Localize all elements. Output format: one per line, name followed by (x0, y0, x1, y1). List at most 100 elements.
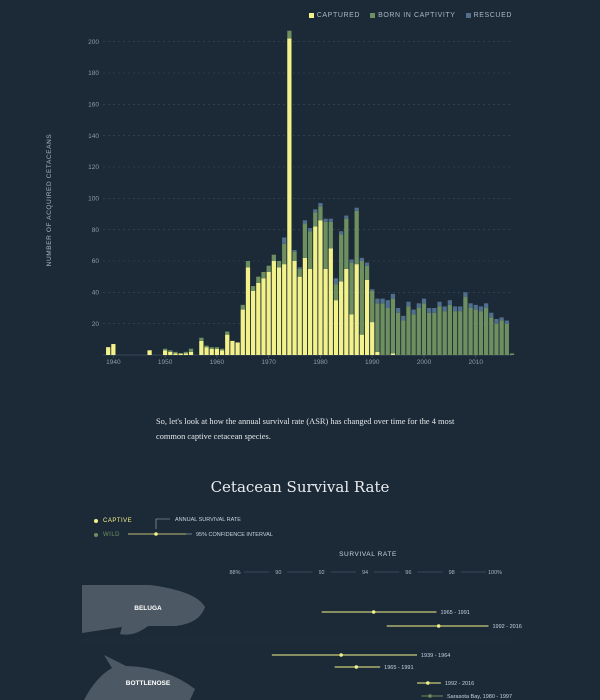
bar-born (349, 262, 354, 315)
bar-captured (168, 351, 173, 355)
intro-paragraph: So, let's look at how the annual surviva… (156, 417, 455, 442)
survival-chart-title: Cetacean Survival Rate (210, 478, 390, 496)
bar-rescued (406, 301, 411, 307)
x-tick-label: 1970 (261, 359, 276, 366)
bar-born (437, 306, 442, 355)
bar-born (287, 30, 292, 39)
bar-rescued (421, 298, 427, 304)
survival-tick-label: 88% (229, 570, 240, 576)
bar-rescued (468, 303, 473, 308)
bar-born (432, 312, 437, 355)
species-label: BELUGA (134, 605, 162, 612)
bar-rescued (313, 209, 318, 213)
species-label: BOTTLENOSE (126, 680, 171, 687)
survival-axis-title: SURVIVAL RATE (339, 551, 397, 558)
bar-born (452, 311, 458, 355)
legend-rescued[interactable]: RESCUED (465, 12, 512, 19)
legend-captured-label: CAPTURED (316, 12, 361, 19)
x-tick-label: 1980 (313, 359, 328, 366)
x-tick-label: 1960 (210, 359, 225, 366)
bar-captured (390, 353, 396, 355)
bar-captured (235, 342, 240, 355)
y-tick-label: 160 (88, 102, 99, 109)
bar-rescued (489, 312, 494, 318)
bar-captured (375, 351, 380, 355)
legend-wild-label: WILD (103, 532, 120, 538)
survival-legend: CAPTIVE WILD (94, 514, 132, 542)
bar-born (390, 298, 396, 354)
bar-captured (204, 347, 209, 355)
bar-captured (323, 268, 328, 355)
bar-born (261, 271, 266, 279)
bar-captured (333, 300, 339, 355)
y-tick-label: 120 (88, 164, 99, 171)
bar-born (307, 231, 313, 269)
legend-wild-row: WILD (94, 528, 132, 542)
bar-born (313, 212, 318, 227)
interval-label: 1992 - 2016 (493, 624, 522, 630)
bar-rescued (370, 289, 375, 291)
bar-rescued (344, 215, 349, 219)
bar-rescued (307, 228, 313, 232)
bar-captured (106, 347, 111, 355)
bar-born (504, 323, 509, 355)
bar-born (219, 348, 225, 351)
bar-born (209, 347, 214, 349)
bar-born (297, 268, 302, 277)
bar-born (509, 353, 515, 355)
bar-born (266, 265, 271, 272)
asr-dot (426, 681, 430, 685)
legend-captured[interactable]: CAPTURED (308, 12, 361, 19)
interval-label: 1939 - 1964 (421, 653, 450, 659)
bar-born (204, 345, 209, 348)
legend-ci-note: 95% CONFIDENCE INTERVAL (196, 532, 273, 538)
bar-rescued (380, 298, 385, 304)
bar-rescued (463, 292, 468, 298)
bar-rescued (282, 237, 287, 244)
survival-chart: ANNUAL SURVIVAL RATE 95% CONFIDENCE INTER… (82, 517, 522, 700)
bar-rescued (339, 231, 344, 235)
bar-born (364, 265, 370, 280)
bar-captured (256, 282, 261, 355)
bar-born (421, 303, 427, 355)
bar-born (395, 312, 401, 355)
bar-born (168, 350, 173, 352)
y-tick-label: 60 (92, 258, 100, 265)
x-tick-label: 1940 (106, 359, 121, 366)
bar-born (458, 311, 463, 355)
bar-rescued (395, 308, 401, 313)
bar-rescued (359, 257, 364, 261)
bar-born (276, 261, 282, 268)
survival-tick-label: 90 (275, 570, 281, 576)
bar-captured (219, 350, 225, 355)
bar-born (333, 284, 339, 301)
bar-born (302, 223, 308, 258)
bar-rescued (390, 293, 396, 299)
survival-tick-label: 92 (319, 570, 325, 576)
asr-dot (428, 694, 432, 698)
bar-captured (266, 271, 271, 355)
y-tick-label: 100 (88, 196, 99, 203)
bar-rescued (473, 304, 478, 310)
bar-captured (209, 348, 214, 355)
bar-born (380, 303, 385, 355)
bar-rescued (364, 262, 370, 266)
bar-born (442, 311, 447, 355)
beluga-silhouette-icon (82, 585, 205, 635)
captured-swatch-icon (308, 13, 314, 18)
bar-captured (225, 334, 230, 355)
bar-captured (163, 350, 168, 355)
legend-rescued-label: RESCUED (473, 12, 512, 19)
bar-born (163, 348, 168, 351)
bar-captured (318, 220, 323, 355)
bar-born (282, 243, 287, 265)
bar-born (199, 337, 204, 341)
legend-born[interactable]: BORN IN CAPTIVITY (370, 12, 456, 19)
bar-born (463, 297, 468, 355)
bar-born (411, 314, 416, 355)
bar-born (339, 234, 344, 282)
bar-rescued (323, 218, 328, 222)
bar-captured (245, 267, 251, 355)
legend-captive-label: CAPTIVE (103, 518, 133, 524)
bar-rescued (302, 220, 308, 224)
